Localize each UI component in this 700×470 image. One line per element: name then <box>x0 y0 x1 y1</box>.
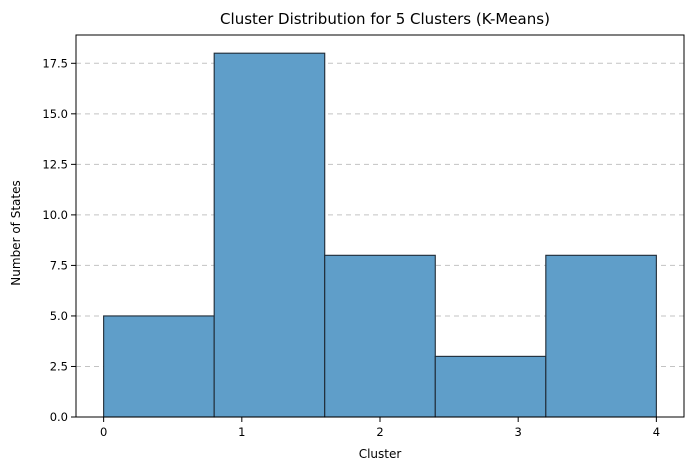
x-axis-label: Cluster <box>359 447 402 461</box>
bar-bin-3 <box>434 355 547 418</box>
y-tick-label: 15.0 <box>42 107 68 121</box>
y-tick-label: 10.0 <box>42 208 68 222</box>
y-tick-label: 5.0 <box>50 309 68 323</box>
y-axis-label: Number of States <box>9 180 23 285</box>
y-tick-label: 7.5 <box>50 258 68 272</box>
bar-bin-1 <box>213 52 326 418</box>
x-axis-ticks: 0 1 2 3 4 <box>100 417 660 439</box>
x-tick-label: 4 <box>653 425 660 439</box>
y-tick-label: 2.5 <box>50 359 68 373</box>
bars <box>103 52 657 418</box>
bar-bin-0 <box>103 315 215 418</box>
y-tick-label: 0.0 <box>50 410 68 424</box>
x-tick-label: 2 <box>376 425 383 439</box>
bar-bin-4 <box>545 254 657 418</box>
y-tick-label: 12.5 <box>42 157 68 171</box>
x-tick-label: 0 <box>100 425 107 439</box>
chart-title: Cluster Distribution for 5 Clusters (K-M… <box>220 10 550 28</box>
x-tick-label: 3 <box>515 425 522 439</box>
y-axis-ticks: 0.0 2.5 5.0 7.5 10.0 12.5 15.0 17.5 <box>42 56 76 424</box>
x-tick-label: 1 <box>238 425 245 439</box>
bar-bin-2 <box>324 254 436 418</box>
y-tick-label: 17.5 <box>42 56 68 70</box>
